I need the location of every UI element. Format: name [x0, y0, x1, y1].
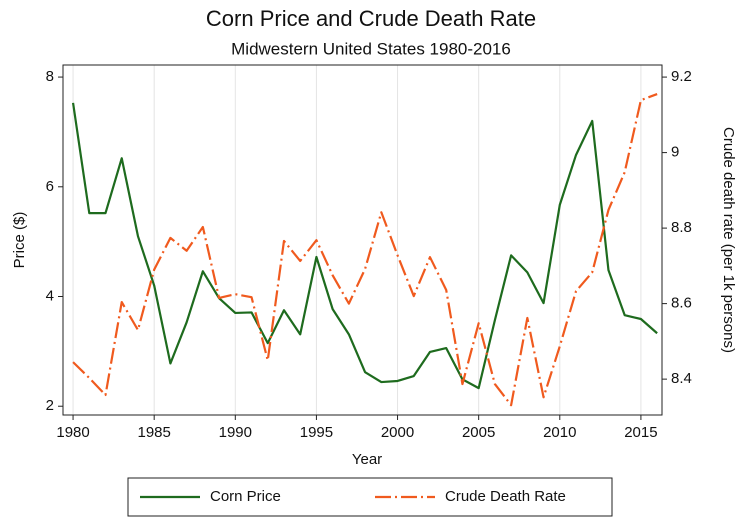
x-tick-label: 1980 — [56, 424, 89, 441]
legend-label: Crude Death Rate — [445, 488, 566, 505]
plot-frame — [62, 64, 663, 416]
y-tick-label: 8 — [46, 68, 54, 85]
x-tick-label: 2000 — [381, 424, 414, 441]
y-tick-label: 2 — [46, 397, 54, 414]
series-line — [72, 93, 658, 407]
x-axis-label: Year — [352, 451, 382, 468]
x-tick-label: 1990 — [219, 424, 252, 441]
series-line — [71, 102, 658, 390]
y2-tick-label: 8.4 — [671, 370, 692, 387]
legend-label: Corn Price — [210, 488, 281, 505]
x-tick-label: 2005 — [462, 424, 495, 441]
y2-tick-label: 8.6 — [671, 295, 692, 312]
y-axis-label: Price ($) — [11, 212, 28, 269]
chart-title: Corn Price and Crude Death Rate — [206, 6, 536, 31]
y-tick-label: 4 — [46, 287, 54, 304]
x-tick-label: 1985 — [137, 424, 170, 441]
y2-tick-label: 9 — [671, 144, 679, 161]
y2-tick-label: 8.8 — [671, 219, 692, 236]
legend-box — [127, 477, 613, 517]
y2-axis-label: Crude death rate (per 1k persons) — [720, 127, 737, 353]
y2-tick-label: 9.2 — [671, 68, 692, 85]
chart-subtitle: Midwestern United States 1980-2016 — [231, 39, 511, 58]
x-tick-label: 1995 — [300, 424, 333, 441]
y-tick-label: 6 — [46, 178, 54, 195]
x-tick-label: 2010 — [543, 424, 576, 441]
x-tick-label: 2015 — [624, 424, 657, 441]
